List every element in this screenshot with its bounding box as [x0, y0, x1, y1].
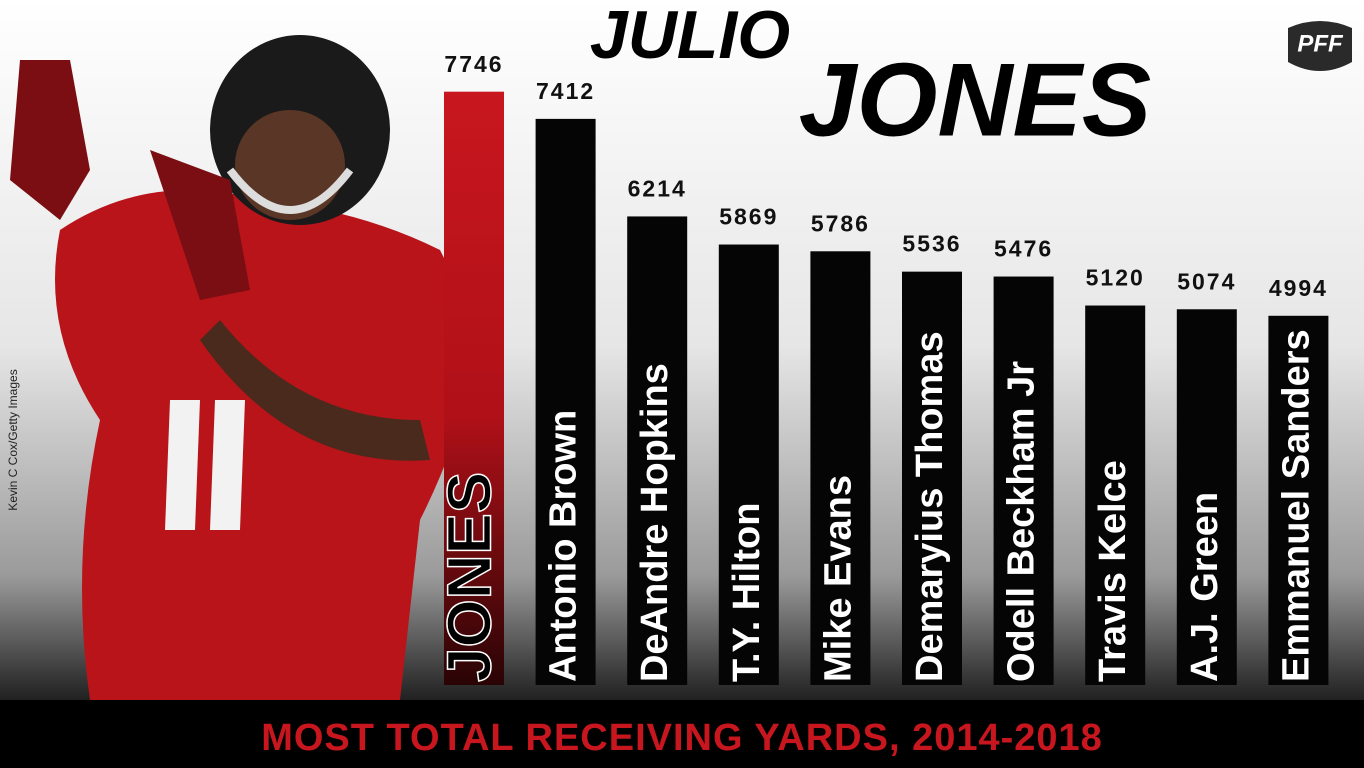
value-label: 5074	[1177, 268, 1236, 294]
category-label: T.Y. Hilton	[726, 503, 768, 682]
bar	[718, 244, 779, 686]
value-label: 5120	[1086, 265, 1145, 291]
value-label: 5869	[719, 204, 778, 230]
bar	[1085, 305, 1146, 685]
value-label: 4994	[1269, 275, 1328, 301]
bar	[1268, 315, 1329, 685]
title-line: JULIO	[590, 0, 790, 73]
category-label: Antonio Brown	[543, 410, 585, 682]
bar	[535, 118, 596, 686]
logo: PFF	[1297, 30, 1344, 57]
category-label: Emmanuel Sanders	[1275, 329, 1317, 682]
value-label: 7412	[536, 78, 595, 104]
bar	[627, 216, 688, 685]
subtitle: MOST TOTAL RECEIVING YARDS, 2014-2018	[261, 717, 1103, 759]
bar	[1176, 309, 1237, 685]
bar	[902, 271, 962, 685]
photo-credit: Kevin C Cox/Getty Images	[6, 369, 20, 510]
player-photo	[10, 35, 480, 700]
value-label: 5476	[994, 236, 1053, 262]
category-label: Demaryius Thomas	[909, 331, 951, 682]
title-line: JONES	[799, 42, 1152, 158]
value-label: 7746	[444, 51, 503, 77]
category-label: Odell Beckham Jr	[1001, 361, 1043, 682]
category-label: Travis Kelce	[1092, 460, 1134, 682]
value-label: 5786	[811, 210, 870, 236]
category-label: DeAndre Hopkins	[634, 363, 676, 682]
logo-badge: PFF	[1288, 21, 1352, 71]
bar	[993, 276, 1054, 685]
value-label: 6214	[628, 176, 687, 202]
category-label: JONES	[435, 472, 504, 682]
category-label: A.J. Green	[1184, 492, 1226, 682]
footer-band	[0, 700, 1364, 768]
category-label: Mike Evans	[817, 475, 859, 682]
bar	[444, 91, 504, 685]
bar	[810, 251, 871, 685]
value-label: 5536	[902, 231, 961, 257]
